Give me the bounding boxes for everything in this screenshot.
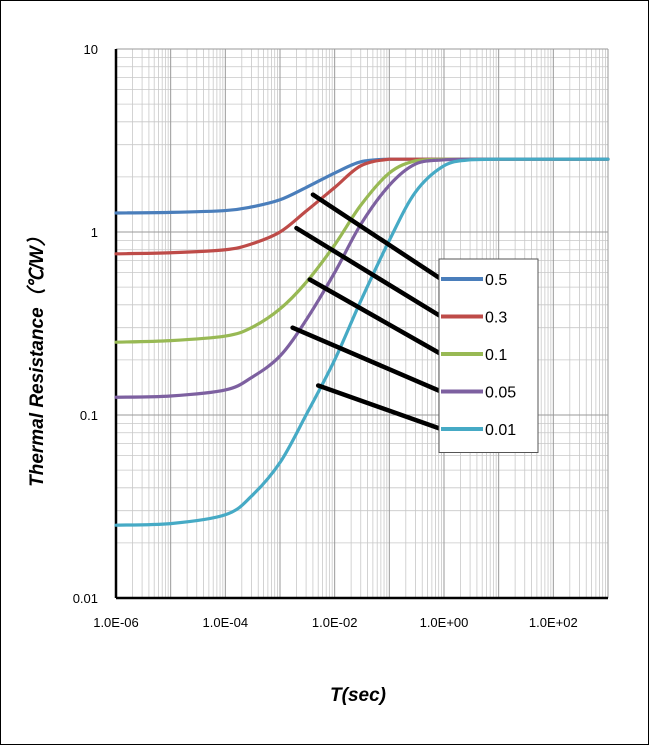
legend-label-0.05: 0.05 xyxy=(485,385,516,402)
minor-grid xyxy=(116,49,608,598)
tick-labels: 1.0E-06 1.0E-04 1.0E-02 1.0E+00 1.0E+020.010… xyxy=(73,42,578,630)
x-tick-label: 1.0E-02 xyxy=(312,615,358,630)
y-axis-label: Thermal Resistance（℃/W） xyxy=(26,227,48,487)
legend-pointer-0.05 xyxy=(290,325,444,394)
y-tick-label: 10 xyxy=(84,42,98,57)
legend-pointer-0.1 xyxy=(307,277,444,357)
y-tick-label: 0.1 xyxy=(80,408,98,423)
x-tick-label: 1.0E+02 xyxy=(529,615,578,630)
legend-label-0.3: 0.3 xyxy=(485,310,507,327)
y-tick-label: 1 xyxy=(91,225,98,240)
legend-pointer-lines xyxy=(290,192,444,432)
series-line-0.3 xyxy=(114,157,610,256)
x-tick-label: 1.0E-06 xyxy=(93,615,139,630)
x-tick-label: 1.0E-04 xyxy=(203,615,249,630)
legend-label-0.5: 0.5 xyxy=(485,272,507,289)
legend-pointer-0.3 xyxy=(294,225,444,319)
axes xyxy=(114,49,608,600)
y-tick-label: 0.01 xyxy=(73,591,98,606)
series-lines xyxy=(114,157,610,527)
series-line-0.01 xyxy=(114,157,610,527)
legend-pointer-0.01 xyxy=(315,383,444,432)
x-tick-label: 1.0E+00 xyxy=(420,615,469,630)
legend-pointer-0.5 xyxy=(310,192,444,282)
legend: 0.5 0.3 0.1 0.05 0.01 xyxy=(438,258,539,453)
legend-label-0.01: 0.01 xyxy=(485,422,516,439)
legend-label-0.1: 0.1 xyxy=(485,347,507,364)
x-axis-label: T(sec) xyxy=(330,685,386,706)
